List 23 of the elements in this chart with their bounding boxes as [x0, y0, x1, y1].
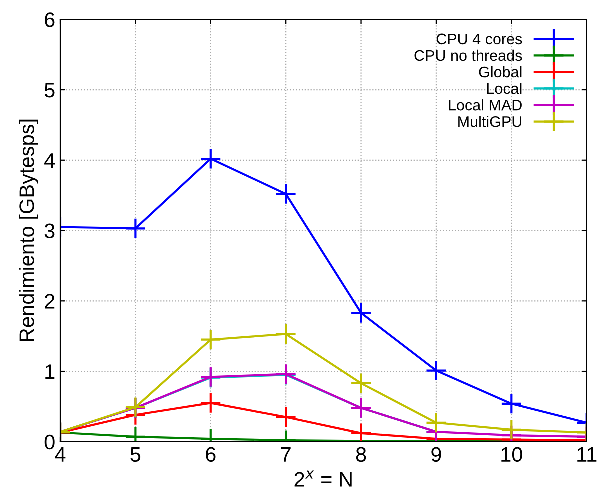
- x-tick-label: 11: [578, 448, 597, 462]
- legend-label: CPU no threads: [414, 50, 522, 62]
- legend-label: Local: [487, 82, 522, 94]
- y-tick-label: 0: [44, 434, 55, 450]
- legend-label: MultiGPU: [458, 116, 522, 128]
- legend-label: Global: [479, 66, 522, 78]
- y-tick-label: 3: [44, 224, 55, 239]
- x-tick-label: 6: [206, 447, 216, 462]
- y-tick-label: 6: [45, 12, 55, 28]
- x-tick-label: 5: [130, 448, 141, 462]
- y-tick-label: 5: [44, 83, 55, 98]
- y-tick-label: 1: [46, 364, 55, 380]
- legend-label: Local MAD: [449, 100, 522, 111]
- legend-label: CPU 4 cores: [436, 34, 522, 45]
- x-tick-label: 10: [502, 447, 522, 462]
- y-tick-label: 2: [45, 294, 55, 309]
- x-tick-label: 4: [55, 448, 66, 462]
- x-tick-label: 7: [281, 448, 291, 462]
- x-axis-title: 2$^{x}$ = N: [294, 470, 352, 487]
- y-axis-title: Rendimiento [GBytesps]: [19, 120, 38, 342]
- x-tick-label: 8: [356, 447, 366, 462]
- x-tick-label: 9: [432, 447, 442, 462]
- y-tick-label: 4: [44, 154, 56, 168]
